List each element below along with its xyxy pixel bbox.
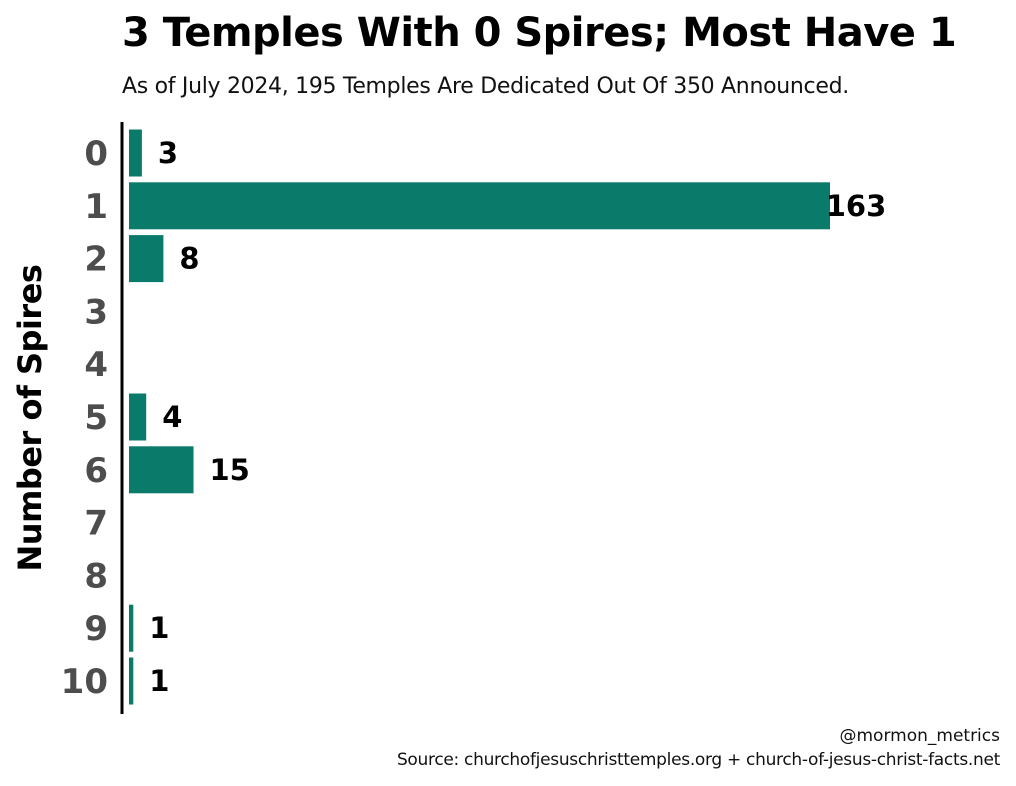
bar-6 (129, 446, 194, 494)
bar-10 (129, 657, 134, 705)
data-label-10: 1 (149, 664, 169, 698)
credit-handle: @mormon_metrics (839, 726, 1001, 746)
bar-1 (129, 182, 830, 230)
y-tick-label-1: 1 (84, 187, 108, 227)
chart-subtitle: As of July 2024, 195 Temples Are Dedicat… (122, 74, 849, 99)
data-label-9: 1 (149, 611, 169, 645)
y-tick-label-9: 9 (84, 609, 108, 649)
chart-title: 3 Temples With 0 Spires; Most Have 1 (122, 10, 957, 56)
data-label-5: 4 (162, 400, 182, 434)
bar-0 (129, 129, 142, 177)
y-tick-label-7: 7 (84, 504, 108, 544)
y-tick-label-8: 8 (84, 556, 108, 596)
bar-5 (129, 393, 147, 441)
y-tick-label-0: 0 (84, 134, 108, 174)
data-label-6: 15 (210, 453, 250, 487)
y-tick-label-5: 5 (84, 398, 108, 438)
y-tick-label-3: 3 (84, 292, 108, 332)
bar-2 (129, 235, 164, 283)
data-label-1: 163 (826, 189, 887, 223)
y-tick-label-2: 2 (84, 240, 108, 280)
y-tick-label-4: 4 (84, 345, 108, 385)
credit-source: Source: churchofjesuschristtemples.org +… (396, 750, 1000, 770)
bar-9 (129, 604, 134, 652)
y-tick-label-10: 10 (61, 662, 108, 702)
y-tick-label-6: 6 (84, 451, 108, 491)
data-label-2: 8 (179, 242, 199, 276)
data-label-0: 3 (158, 136, 178, 170)
